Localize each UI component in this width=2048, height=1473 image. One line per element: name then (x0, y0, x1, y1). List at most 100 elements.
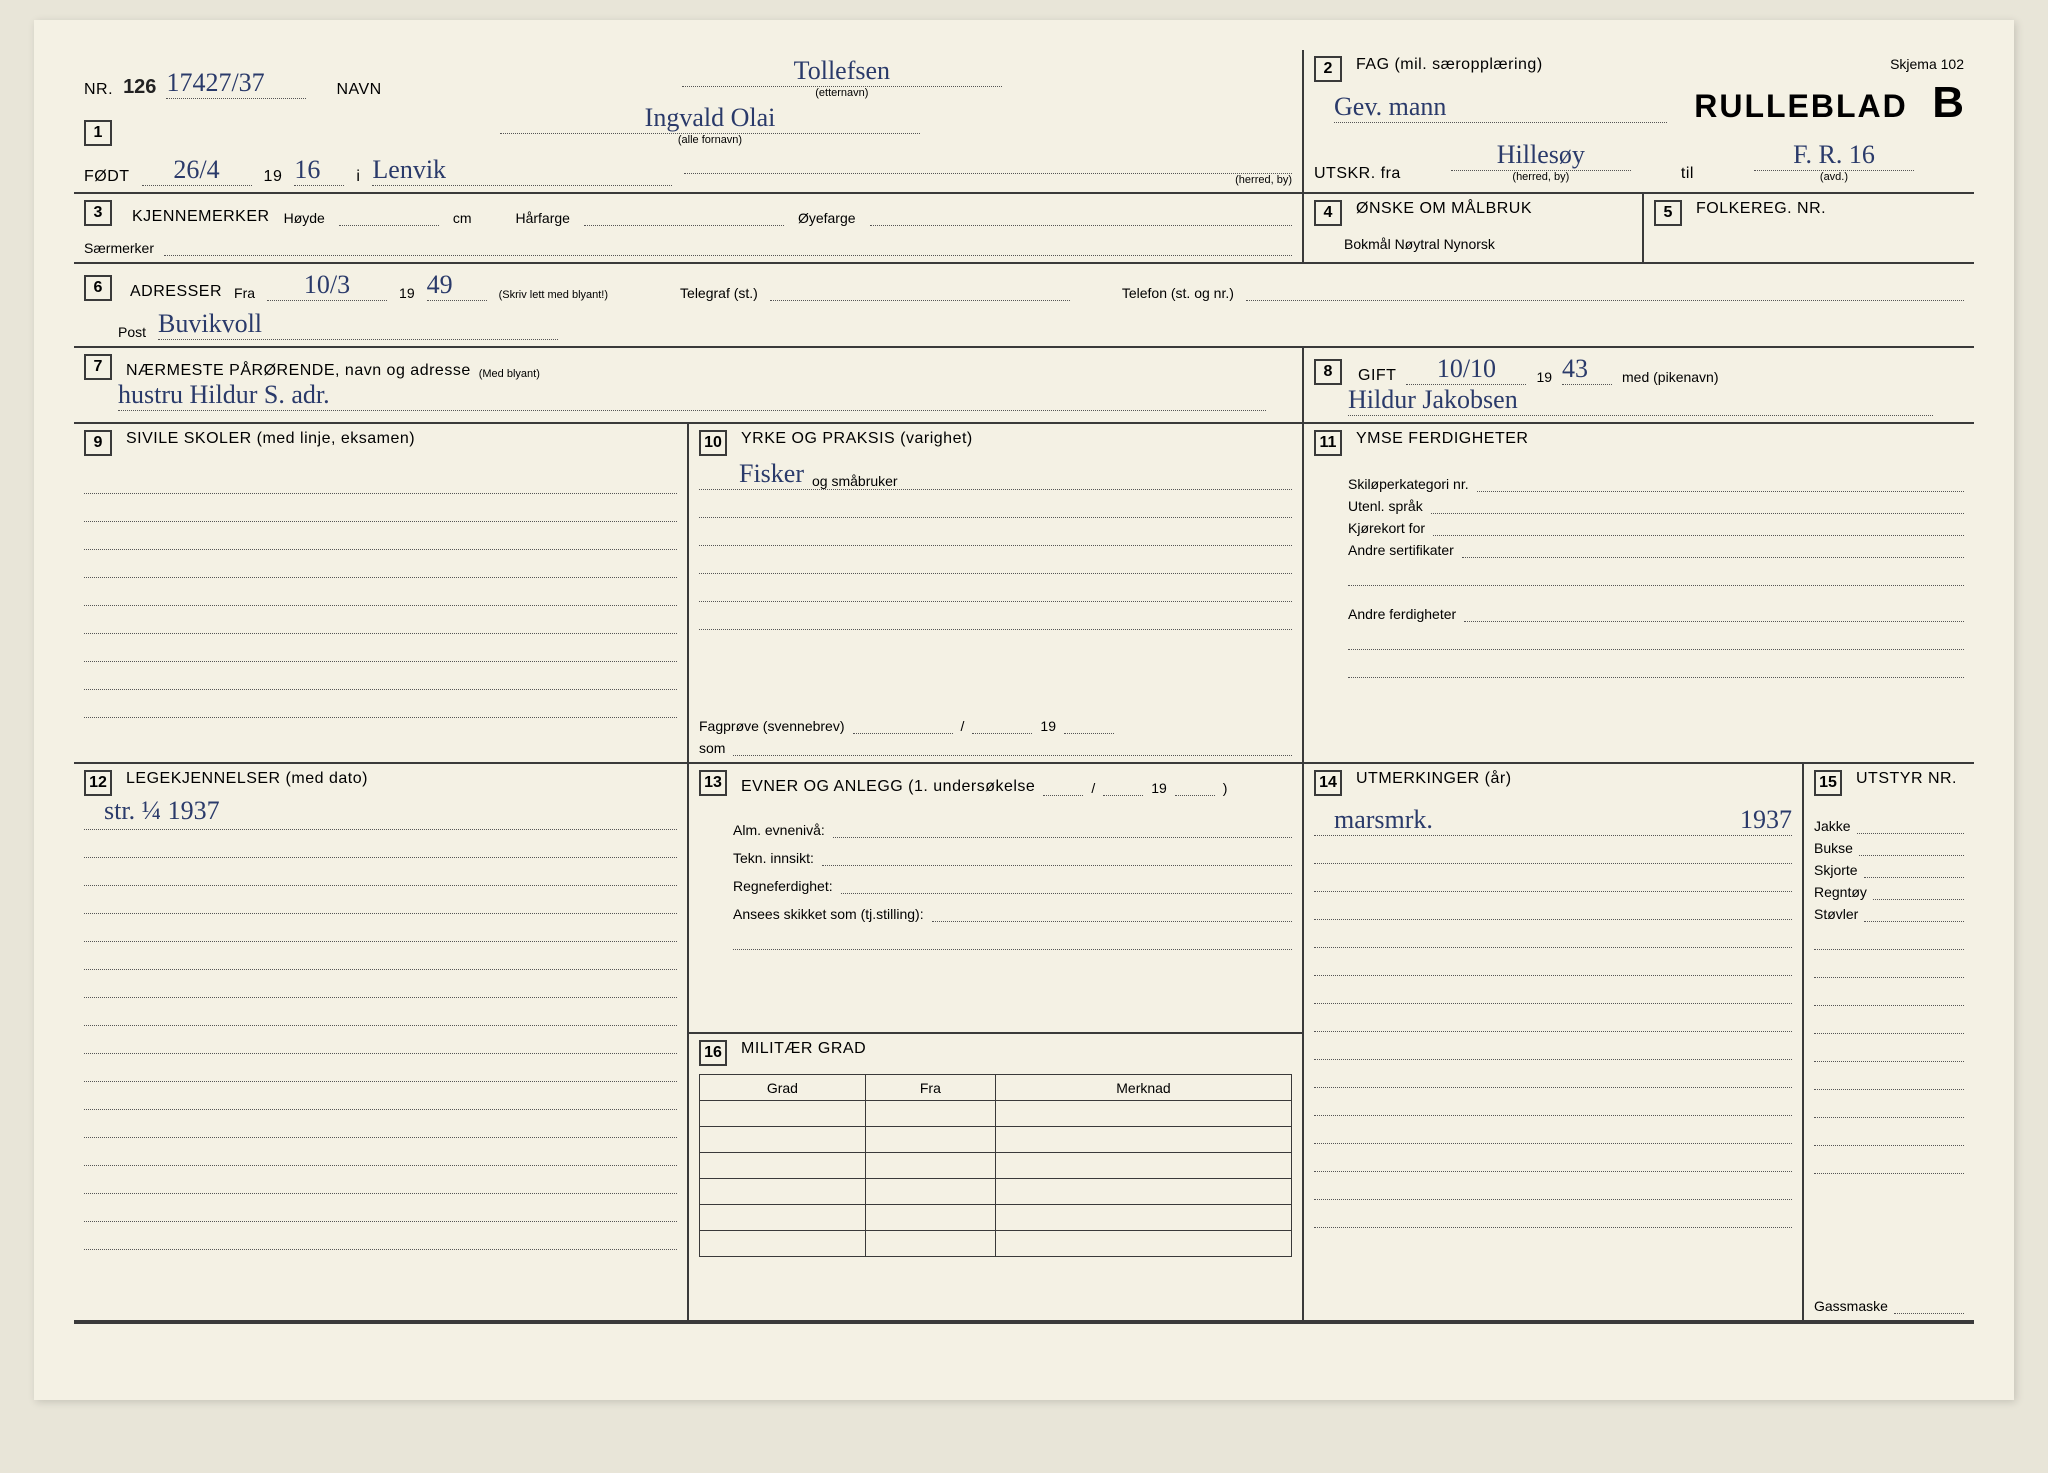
box-11: 11 YMSE FERDIGHETER Skiløperkategori nr.… (1304, 424, 1974, 762)
tekn-label: Tekn. innsikt: (733, 850, 814, 866)
malbruk-opts[interactable]: Bokmål Nøytral Nynorsk (1344, 236, 1632, 252)
regn-label: Regneferdighet: (733, 878, 833, 894)
box-12: 12 LEGEKJENNELSER (med dato) str. ¼ 1937 (74, 764, 689, 1320)
harfarge-value[interactable] (584, 204, 784, 226)
kjennemerker-label: KJENNEMERKER (132, 208, 270, 226)
ymse-label: YMSE FERDIGHETER (1356, 430, 1528, 456)
yrke-value[interactable]: Fisker (739, 459, 804, 489)
regntoy-label: Regntøy (1814, 884, 1867, 900)
box-number-10: 10 (699, 430, 727, 456)
hoyde-value[interactable] (339, 204, 439, 226)
yrke-lines[interactable] (699, 490, 1292, 702)
oyefarge-label: Øyefarge (798, 210, 856, 226)
fodt-day[interactable]: 26/4 (142, 155, 252, 186)
box-9: 9 SIVILE SKOLER (med linje, eksamen) (74, 424, 689, 762)
fornavn-value[interactable]: Ingvald Olai (500, 103, 920, 134)
utstyr-lines[interactable] (1814, 922, 1964, 1292)
grad-rows[interactable] (700, 1101, 1292, 1257)
fodt-label: FØDT (84, 168, 130, 186)
fagprove-label: Fagprøve (svennebrev) (699, 718, 845, 734)
utmerk-year[interactable]: 1937 (1740, 805, 1792, 835)
parorende-value[interactable]: hustru Hildur S. adr. (118, 380, 1266, 411)
sivile-lines[interactable] (84, 456, 677, 756)
ski-label: Skiløperkategori nr. (1348, 476, 1469, 492)
militar-grad-table: Grad Fra Merknad (699, 1074, 1292, 1257)
saermerker-value[interactable] (164, 234, 1292, 256)
hoyde-label: Høyde (284, 210, 325, 226)
utskr-til: til (1681, 165, 1694, 183)
gift-label: GIFT (1358, 367, 1396, 385)
utenl-label: Utenl. språk (1348, 498, 1423, 514)
rulleblad-form: NR. 126 17427/37 NAVN Tollefsen (etterna… (34, 20, 2014, 1400)
militar-label: MILITÆR GRAD (741, 1040, 866, 1066)
utmerk-value[interactable]: marsmrk. (1334, 805, 1433, 835)
utmerk-label: UTMERKINGER (år) (1356, 770, 1512, 796)
box-number-9: 9 (84, 430, 112, 456)
fodt-place[interactable]: Lenvik (372, 155, 672, 186)
grad-col-grad: Grad (700, 1075, 866, 1101)
adresser-skriv: (Skriv lett med blyant!) (499, 289, 608, 301)
sivile-label: SIVILE SKOLER (med linje, eksamen) (126, 430, 415, 456)
telegraf-value[interactable] (770, 279, 1070, 301)
nr-value[interactable]: 17427/37 (166, 68, 306, 99)
post-value[interactable]: Buvikvoll (158, 309, 558, 340)
fag-value[interactable]: Gev. mann (1334, 92, 1667, 123)
grad-col-fra: Fra (865, 1075, 995, 1101)
fodt-year[interactable]: 16 (294, 155, 344, 186)
box-number-14: 14 (1314, 770, 1342, 796)
lege-lines[interactable] (84, 830, 677, 1314)
box-number-15: 15 (1814, 770, 1842, 796)
box-14: 14 UTMERKINGER (år) marsmrk. 1937 (1304, 764, 1804, 1320)
utskr-to[interactable]: F. R. 16 (1754, 140, 1914, 171)
box-5: 5 FOLKEREG. NR. (1644, 194, 1974, 262)
utskr-from[interactable]: Hillesøy (1451, 140, 1631, 171)
utskr-label: UTSKR. fra (1314, 165, 1401, 183)
adresser-year[interactable]: 49 (427, 270, 487, 301)
box-number-16: 16 (699, 1040, 727, 1066)
box-number-12: 12 (84, 770, 112, 796)
telegraf-label: Telegraf (st.) (680, 285, 758, 301)
nr-prefix: 126 (123, 76, 156, 99)
row-7-8: 7 NÆRMESTE PÅRØRENDE, navn og adresse (M… (74, 348, 1974, 424)
parorende-note: (Med blyant) (479, 368, 540, 380)
box-13: 13 EVNER OG ANLEGG (1. undersøkelse / 19… (689, 764, 1302, 1034)
row-9-10-11: 9 SIVILE SKOLER (med linje, eksamen) 10 … (74, 424, 1974, 764)
fag-label: FAG (mil. særopplæring) (1356, 56, 1543, 74)
yrke-label: YRKE OG PRAKSIS (varighet) (741, 430, 973, 456)
box-15: 15 UTSTYR NR. Jakke Bukse Skjorte Regntø… (1804, 764, 1974, 1320)
herred-sub: (herred, by) (684, 174, 1292, 186)
box-2: 2 FAG (mil. særopplæring) Gev. mann Skje… (1304, 50, 1974, 192)
utmerk-lines[interactable] (1314, 836, 1792, 1314)
fodt-year-prefix: 19 (264, 168, 283, 186)
etternavn-sub: (etternavn) (392, 87, 1292, 99)
utstyr-label: UTSTYR NR. (1856, 770, 1957, 796)
saermerker-label: Særmerker (84, 240, 154, 256)
box-number-2: 2 (1314, 56, 1342, 82)
fornavn-sub: (alle fornavn) (128, 134, 1292, 146)
adresser-fra-val[interactable]: 10/3 (267, 270, 387, 301)
evner-label: EVNER OG ANLEGG (1. undersøkelse (741, 778, 1035, 796)
telefon-value[interactable] (1246, 279, 1964, 301)
adresser-19: 19 (399, 285, 415, 301)
box-8: 8 GIFT 10/10 19 43 med (pikenavn) Hildur… (1304, 348, 1974, 422)
lege-value[interactable]: str. ¼ 1937 (84, 796, 677, 830)
jakke-label: Jakke (1814, 818, 1851, 834)
gift-spouse[interactable]: Hildur Jakobsen (1348, 385, 1933, 416)
oyefarge-value[interactable] (870, 204, 1292, 226)
fodt-i: i (356, 168, 360, 186)
utskr-herred-sub: (herred, by) (1411, 171, 1671, 183)
box-number-13: 13 (699, 770, 727, 796)
box-number-3: 3 (84, 200, 112, 226)
row-6: 6 ADRESSER Fra 10/3 19 49 (Skriv lett me… (74, 264, 1974, 348)
rulleblad-title: RULLEBLAD (1694, 88, 1908, 124)
gift-year[interactable]: 43 (1562, 354, 1612, 385)
box-3: 3 KJENNEMERKER Høyde cm Hårfarge Øyefarg… (74, 194, 1304, 262)
bukse-label: Bukse (1814, 840, 1853, 856)
box-7: 7 NÆRMESTE PÅRØRENDE, navn og adresse (M… (74, 348, 1304, 422)
gift-date[interactable]: 10/10 (1406, 354, 1526, 385)
box-number-5: 5 (1654, 200, 1682, 226)
box-10: 10 YRKE OG PRAKSIS (varighet) Fisker og … (689, 424, 1304, 762)
etternavn-value[interactable]: Tollefsen (682, 56, 1002, 87)
box-number-11: 11 (1314, 430, 1342, 456)
adresser-fra: Fra (234, 285, 255, 301)
